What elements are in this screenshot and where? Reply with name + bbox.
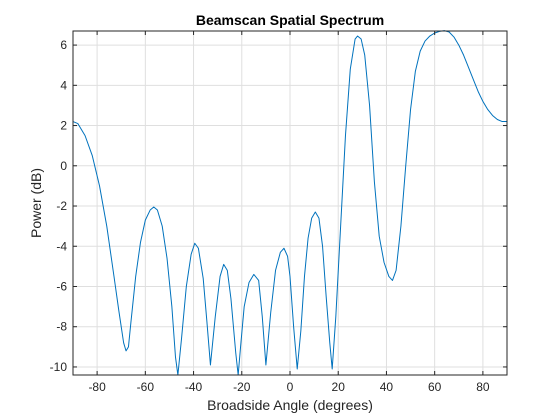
x-tick-label: -40	[185, 380, 203, 394]
x-tick-label: -80	[88, 380, 106, 394]
y-tick-label: 2	[60, 119, 67, 133]
x-tick-label: 80	[476, 380, 490, 394]
x-tick-label: 20	[332, 380, 346, 394]
grid-layer	[73, 31, 507, 375]
y-tick-label: 4	[60, 78, 67, 92]
y-tick-label: -8	[56, 320, 67, 334]
y-tick-label: -10	[50, 360, 68, 374]
x-tick-label: 60	[428, 380, 442, 394]
y-tick-label: 6	[60, 38, 67, 52]
x-tick-label: -20	[233, 380, 251, 394]
axes-layer	[72, 30, 508, 376]
y-tick-label: 0	[60, 159, 67, 173]
x-tick-label: 0	[287, 380, 294, 394]
series-line	[72, 30, 507, 376]
x-tick-label: 40	[380, 380, 394, 394]
x-axis-title: Broadside Angle (degrees)	[207, 397, 373, 413]
y-tick-label: -4	[56, 239, 67, 253]
x-tick-label: -60	[137, 380, 155, 394]
chart-title: Beamscan Spatial Spectrum	[196, 12, 384, 28]
y-tick-label: -2	[56, 199, 67, 213]
data-layer	[72, 30, 507, 376]
y-axis-title: Power (dB)	[28, 168, 44, 238]
y-tick-label: -6	[56, 279, 67, 293]
